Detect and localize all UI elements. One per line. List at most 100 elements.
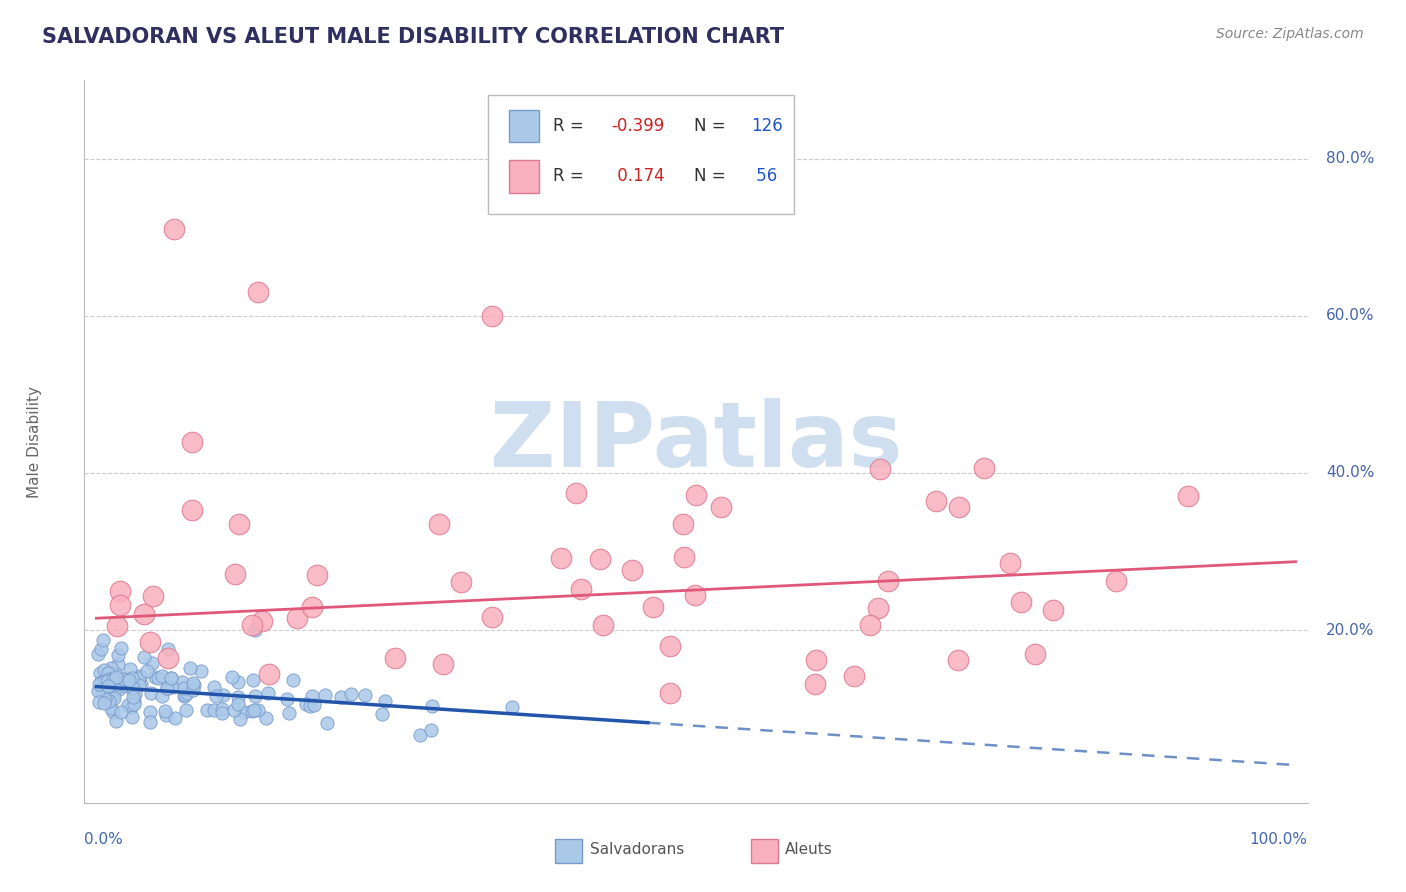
Point xyxy=(124,687,146,701)
Point xyxy=(141,657,163,671)
Point xyxy=(226,697,249,711)
FancyBboxPatch shape xyxy=(751,838,778,863)
Point xyxy=(315,715,337,730)
Point xyxy=(150,669,173,683)
Point xyxy=(285,611,308,625)
Point xyxy=(294,697,316,711)
Point xyxy=(90,674,112,689)
Point xyxy=(565,485,588,500)
Text: 56: 56 xyxy=(751,168,778,186)
Point xyxy=(283,673,305,687)
Point xyxy=(128,677,150,691)
Point xyxy=(101,688,124,702)
Text: 0.174: 0.174 xyxy=(612,168,664,186)
Point xyxy=(301,600,323,615)
Point xyxy=(1105,574,1128,588)
Point xyxy=(139,634,162,648)
Point xyxy=(174,702,197,716)
Point xyxy=(120,681,142,695)
Point xyxy=(211,702,233,716)
Point xyxy=(121,671,143,685)
Point xyxy=(710,500,733,514)
Point xyxy=(97,666,120,681)
Text: Salvadorans: Salvadorans xyxy=(589,842,683,857)
Point xyxy=(550,551,572,566)
Point xyxy=(299,699,322,714)
Text: SALVADORAN VS ALEUT MALE DISABILITY CORRELATION CHART: SALVADORAN VS ALEUT MALE DISABILITY CORR… xyxy=(42,27,785,46)
Point xyxy=(211,706,233,721)
Point xyxy=(122,690,145,705)
Point xyxy=(128,671,150,685)
Text: Male Disability: Male Disability xyxy=(27,385,42,498)
Point xyxy=(202,703,225,717)
Point xyxy=(93,674,115,689)
Point xyxy=(121,709,143,723)
Point xyxy=(100,660,122,674)
Text: R =: R = xyxy=(553,117,589,135)
Point xyxy=(104,714,127,728)
Point xyxy=(162,680,184,694)
Point xyxy=(254,711,277,725)
Point xyxy=(110,705,132,719)
Point xyxy=(110,598,132,612)
Point xyxy=(685,488,707,502)
Point xyxy=(422,698,444,713)
Point xyxy=(87,647,110,661)
Point xyxy=(129,669,152,683)
Point xyxy=(118,676,141,690)
Point xyxy=(97,672,120,686)
Point xyxy=(924,493,946,508)
Point xyxy=(101,705,124,719)
Point xyxy=(243,689,266,703)
Point xyxy=(384,651,406,665)
Point xyxy=(1042,603,1064,617)
Point xyxy=(243,624,266,638)
Point xyxy=(242,673,264,688)
Point xyxy=(1024,647,1046,661)
Point xyxy=(204,681,226,695)
Point xyxy=(643,599,665,614)
Point xyxy=(224,567,246,582)
Point xyxy=(620,564,643,578)
Point xyxy=(173,690,195,704)
Point xyxy=(276,691,298,706)
FancyBboxPatch shape xyxy=(509,161,540,193)
Point xyxy=(672,550,695,565)
Point xyxy=(165,711,187,725)
Point xyxy=(685,588,707,602)
Point xyxy=(100,700,122,714)
Point xyxy=(256,686,278,700)
Point xyxy=(181,502,204,516)
Point xyxy=(156,681,179,695)
Point xyxy=(179,660,201,674)
Point xyxy=(247,285,270,300)
Point xyxy=(409,727,432,741)
Point xyxy=(252,615,274,629)
Point xyxy=(429,516,451,531)
Point xyxy=(1010,594,1032,608)
Point xyxy=(173,681,195,695)
Point xyxy=(228,516,250,531)
Text: 100.0%: 100.0% xyxy=(1250,831,1308,847)
Point xyxy=(243,703,266,717)
Point xyxy=(257,667,280,681)
Point xyxy=(146,671,169,685)
Text: R =: R = xyxy=(553,168,589,186)
Point xyxy=(96,672,118,686)
Point xyxy=(998,556,1021,570)
Text: 80.0%: 80.0% xyxy=(1326,152,1374,166)
Point xyxy=(87,677,110,691)
Point xyxy=(91,686,114,700)
Point xyxy=(205,689,228,703)
Point xyxy=(131,677,153,691)
Point xyxy=(91,678,114,692)
Point xyxy=(370,706,392,721)
Text: N =: N = xyxy=(693,168,730,186)
Point xyxy=(110,583,132,598)
Point xyxy=(876,574,898,588)
Point xyxy=(110,641,132,656)
Point xyxy=(340,687,363,701)
Point xyxy=(104,681,127,696)
Point xyxy=(150,690,173,704)
Point xyxy=(948,500,970,514)
